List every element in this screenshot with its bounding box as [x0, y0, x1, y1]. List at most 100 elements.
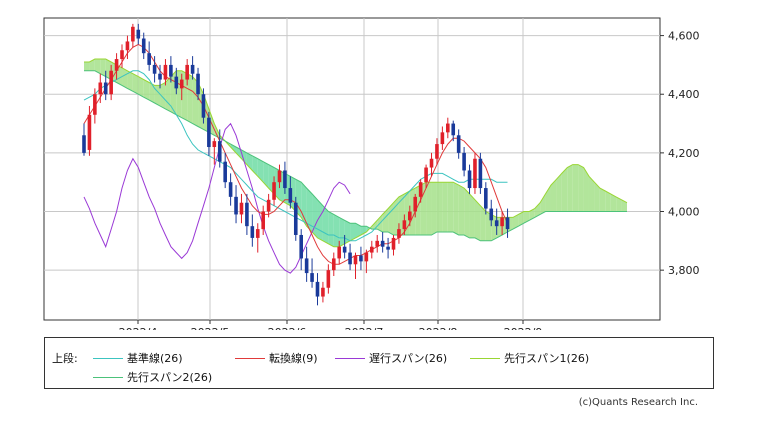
candle-body: [369, 246, 374, 253]
candle-body: [87, 114, 92, 150]
candle-body: [473, 158, 477, 189]
candle-body: [505, 217, 510, 230]
x-tick-label: 2022/6: [268, 326, 307, 330]
cloud-segment: [382, 208, 389, 233]
candle-body: [500, 217, 504, 227]
candle-body: [342, 246, 347, 253]
candle-body: [93, 94, 97, 115]
cloud-segment: [322, 205, 329, 244]
candle-body: [435, 144, 439, 159]
cloud-segment: [122, 67, 128, 89]
cloud-segment: [187, 73, 193, 124]
y-tick-label: 4,000: [668, 206, 700, 219]
candle-body: [364, 252, 369, 262]
candle-body: [158, 73, 162, 80]
cloud-segment: [464, 188, 470, 238]
candle-body: [408, 211, 412, 221]
cloud-segment: [621, 199, 627, 212]
cloud-segment: [556, 173, 562, 212]
candle-body: [234, 196, 238, 215]
candle-body: [272, 182, 276, 200]
candle-body: [201, 94, 206, 118]
legend-label-kijun: 基準線(26): [127, 352, 183, 365]
cloud-segment: [246, 152, 253, 171]
candle-body: [321, 287, 325, 297]
span2-line: [84, 70, 627, 242]
span1-line: [84, 58, 628, 248]
candle-body: [179, 79, 184, 89]
candle-body: [163, 64, 168, 80]
cloud-segment: [616, 196, 622, 212]
cloud-segment: [469, 193, 475, 238]
cloud-segment: [263, 161, 269, 189]
legend-kijun: 基準線(26): [93, 350, 183, 366]
candle-body: [353, 255, 358, 265]
cloud-segment: [588, 176, 595, 212]
legend-span1: 先行スパン1(26): [470, 350, 589, 366]
cloud-segment: [605, 190, 611, 212]
candle-body: [131, 26, 135, 42]
chikou-line: [83, 122, 351, 274]
candle-body: [109, 70, 113, 95]
cloud-segment: [436, 182, 443, 233]
candle-body: [277, 170, 282, 183]
cloud-segment: [84, 61, 90, 71]
candle-body: [391, 237, 396, 250]
candle-body: [478, 158, 483, 189]
cloud-segment: [160, 82, 166, 109]
cloud-segment: [100, 59, 106, 77]
cloud-segment: [426, 182, 432, 235]
cloud-segment: [567, 164, 573, 212]
cloud-segment: [474, 199, 481, 241]
cloud-segment: [257, 158, 264, 183]
candle-body: [196, 73, 200, 95]
y-axis-ticks: 3,800 4,000 4,200 4,400 4,600: [660, 30, 700, 277]
legend-chikou: 遅行スパン(26): [335, 350, 447, 366]
candle-body: [359, 255, 363, 262]
y-tick-label: 4,600: [668, 30, 700, 43]
candle-body: [98, 82, 103, 95]
cloud-segment: [143, 79, 150, 101]
candle-body: [386, 246, 390, 250]
candle-body: [120, 50, 124, 60]
cloud-segment: [165, 76, 171, 112]
cloud-segment: [328, 211, 334, 247]
legend-swatch-tenkan: [235, 357, 265, 359]
cloud-segment: [572, 164, 579, 212]
y-tick-label: 4,400: [668, 88, 700, 101]
legend: 上段: 基準線(26) 転換線(9) 遅行スパン(26) 先行スパン1(26) …: [44, 337, 714, 389]
x-tick-label: 2022/4: [119, 326, 158, 330]
candle-body: [337, 246, 342, 259]
candle-body: [207, 117, 211, 148]
candle-body: [380, 240, 385, 247]
candle-body: [413, 196, 418, 212]
candle-body: [310, 273, 314, 282]
candle-body: [185, 64, 189, 80]
cloud-segment: [366, 226, 372, 233]
candle-body: [136, 29, 141, 39]
grid-lines: [44, 18, 660, 320]
candle-body: [348, 252, 352, 265]
candle-body: [429, 158, 434, 168]
candle-body: [446, 123, 450, 133]
legend-label-tenkan: 転換線(9): [269, 352, 318, 365]
legend-swatch-chikou: [335, 357, 365, 359]
cloud-segment: [431, 182, 437, 235]
cloud-segment: [540, 193, 546, 215]
legend-swatch-kijun: [93, 357, 123, 359]
candle-body: [169, 64, 173, 77]
cloud-segment: [583, 167, 589, 212]
candle-body: [299, 234, 303, 259]
candle-body: [418, 182, 423, 197]
cloud-segment: [306, 188, 313, 233]
candle-body: [375, 240, 380, 247]
candle-body: [82, 135, 86, 153]
candle-body: [212, 141, 217, 148]
cloud-segment: [350, 223, 356, 241]
x-tick-label: 2022/8: [419, 326, 458, 330]
cloud-segment: [518, 211, 524, 227]
candle-body: [462, 152, 466, 171]
candle-body: [424, 167, 428, 183]
cloud-segment: [252, 155, 258, 177]
